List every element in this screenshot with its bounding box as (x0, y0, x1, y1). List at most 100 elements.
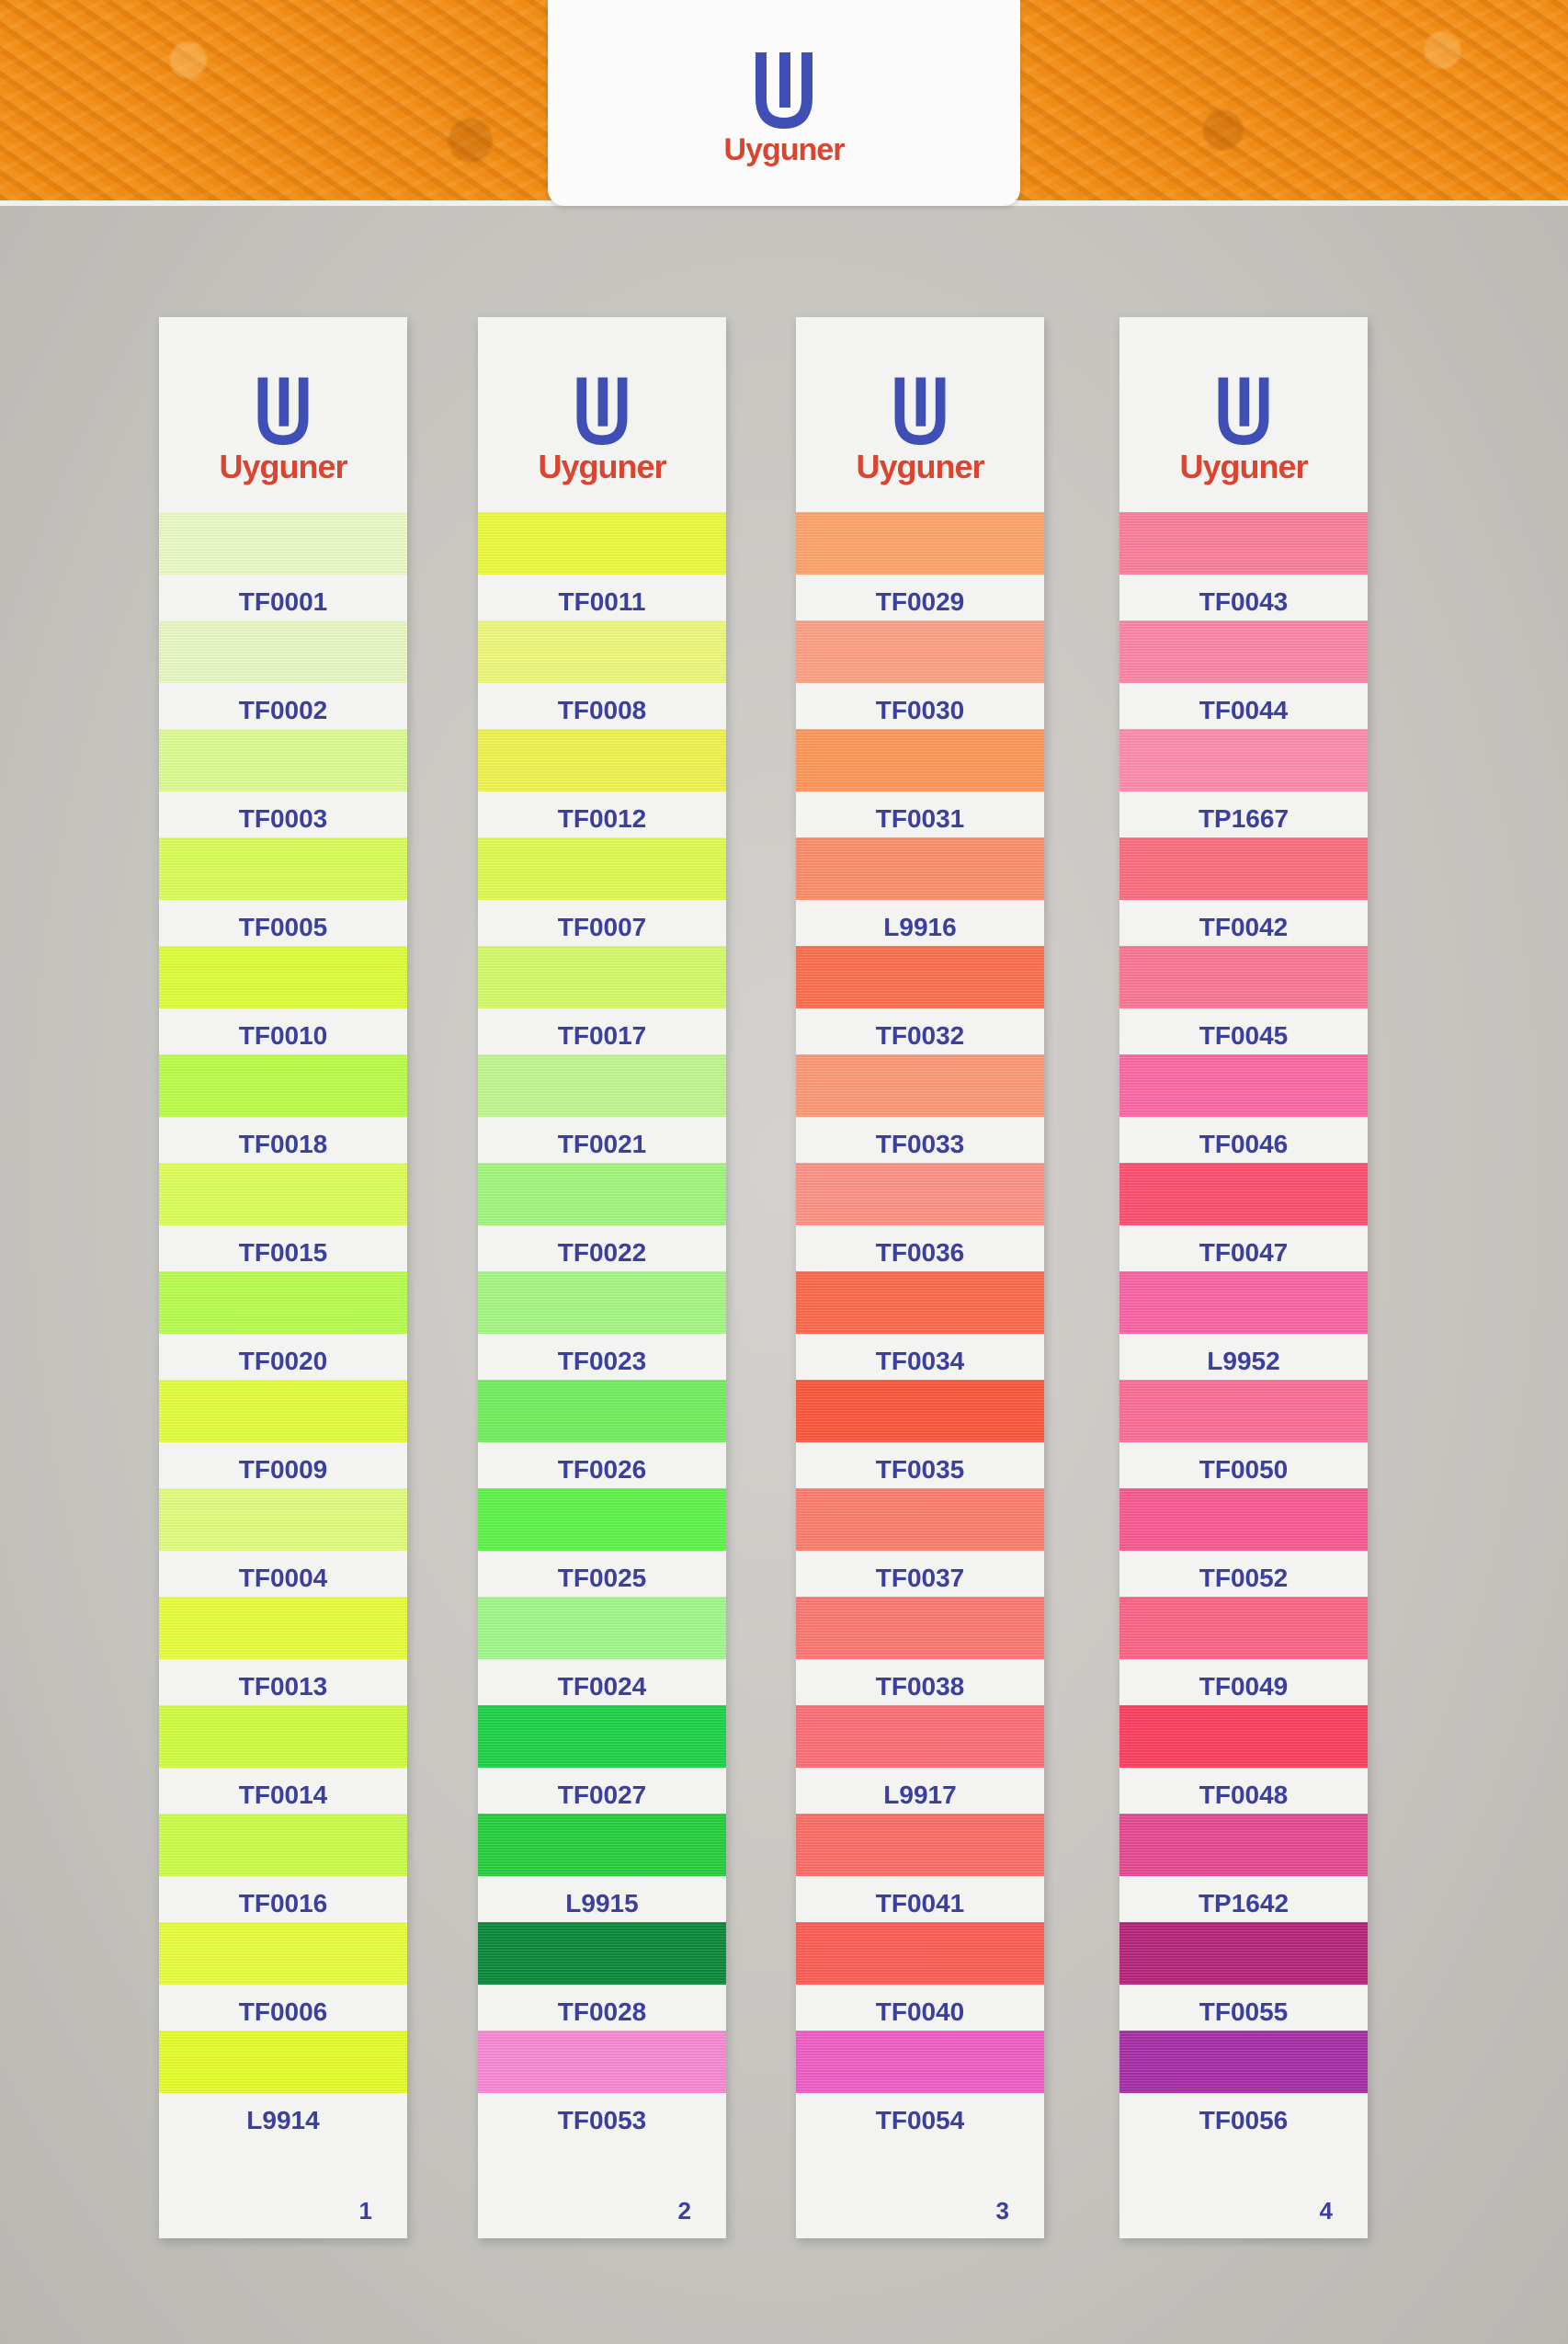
thread-code-label: TF0008 (557, 696, 647, 724)
u-logo-icon (756, 52, 812, 130)
thread-swatch (478, 1488, 726, 1551)
thread-swatch (796, 1488, 1044, 1551)
thread-code-label: TF0035 (875, 1455, 965, 1484)
thread-swatch (796, 1705, 1044, 1768)
thread-code-label: TF0018 (238, 1130, 328, 1158)
thread-code-label: TF0021 (557, 1130, 647, 1158)
thread-code-label: L9916 (883, 913, 957, 941)
u-logo-icon (894, 377, 946, 446)
thread-swatch (1119, 1380, 1368, 1442)
thread-swatch (478, 512, 726, 575)
thread-swatch (1119, 729, 1368, 791)
thread-swatch (478, 946, 726, 1008)
thread-swatch (796, 729, 1044, 791)
card-wordmark: Uyguner (219, 448, 347, 485)
thread-code-label: TF0045 (1199, 1021, 1289, 1050)
thread-code-label: TF0004 (238, 1564, 328, 1592)
thread-code-label: TF0043 (1199, 587, 1289, 616)
thread-code-label: TF0026 (557, 1455, 647, 1484)
thread-code-label: TF0041 (875, 1889, 965, 1917)
u-logo-icon (1218, 377, 1269, 446)
thread-swatch (1119, 1705, 1368, 1768)
thread-code-label: TF0055 (1199, 1997, 1289, 2026)
thread-swatch (478, 1597, 726, 1659)
thread-code-label: TF0005 (238, 913, 328, 941)
thread-code-label: TF0015 (238, 1238, 328, 1267)
thread-swatch (1119, 1814, 1368, 1876)
thread-swatch (159, 729, 407, 791)
thread-swatch (796, 1163, 1044, 1225)
thread-swatch (796, 1271, 1044, 1334)
thread-code-label: TF0009 (238, 1455, 328, 1484)
thread-code-label: TP1667 (1198, 804, 1290, 833)
thread-swatch (478, 1814, 726, 1876)
thread-swatch (796, 512, 1044, 575)
thread-code-label: TF0038 (875, 1672, 965, 1701)
thread-swatch (159, 512, 407, 575)
thread-swatch (1119, 1163, 1368, 1225)
thread-code-label: TF0036 (875, 1238, 965, 1267)
thread-code-label: TF0050 (1199, 1455, 1289, 1484)
thread-swatch (478, 2031, 726, 2093)
thread-code-label: TF0011 (558, 587, 646, 616)
thread-code-label: TF0020 (238, 1347, 328, 1375)
thread-swatch (796, 1814, 1044, 1876)
thread-code-label: TF0046 (1199, 1130, 1289, 1158)
thread-swatch (159, 1380, 407, 1442)
card-wordmark: Uyguner (538, 448, 666, 485)
card-logo: Uyguner (478, 372, 726, 486)
thread-code-label: L9917 (883, 1781, 957, 1809)
thread-code-label: TF0010 (238, 1021, 328, 1050)
thread-code-label: TP1642 (1198, 1889, 1290, 1917)
header-logo: Uyguner (548, 48, 1020, 168)
color-card-4: Uyguner TF0043 TF0044 TP1667 TF0042 TF0045 TF0… (1119, 317, 1368, 2238)
thread-code-label: L9915 (565, 1889, 639, 1917)
thread-swatch (1119, 1922, 1368, 1985)
card-logo: Uyguner (796, 372, 1044, 486)
thread-swatch (796, 837, 1044, 900)
thread-swatch (159, 946, 407, 1008)
thread-swatch (1119, 620, 1368, 683)
card-number: 4 (1319, 2197, 1333, 2225)
thread-swatch (159, 1271, 407, 1334)
thread-swatch (1119, 1054, 1368, 1117)
thread-swatch (159, 2031, 407, 2093)
thread-swatch (1119, 946, 1368, 1008)
thread-code-label: TF0006 (238, 1997, 328, 2026)
thread-swatch (159, 1597, 407, 1659)
thread-swatch (796, 1054, 1044, 1117)
thread-code-label: L9952 (1207, 1347, 1280, 1375)
thread-swatch (1119, 1271, 1368, 1334)
card-wordmark: Uyguner (1179, 448, 1308, 485)
thread-code-label: L9914 (246, 2106, 320, 2134)
thread-code-label: TF0042 (1199, 913, 1289, 941)
brand-wordmark: Uyguner (723, 132, 846, 167)
thread-code-label: TF0002 (238, 696, 328, 724)
thread-code-label: TF0001 (238, 587, 328, 616)
thread-swatch (796, 2031, 1044, 2093)
card-logo: Uyguner (1119, 372, 1368, 486)
color-card-1: Uyguner TF0001 TF0002 TF0003 TF0005 TF0010 TF0… (159, 317, 407, 2238)
card-logo: Uyguner (159, 372, 407, 486)
thread-code-label: TF0056 (1199, 2106, 1289, 2134)
thread-swatch (159, 1922, 407, 1985)
thread-code-label: TF0047 (1199, 1238, 1289, 1267)
thread-swatch (478, 729, 726, 791)
thread-code-label: TF0029 (875, 587, 965, 616)
card-number: 2 (677, 2197, 691, 2225)
thread-code-label: TF0027 (557, 1781, 647, 1809)
thread-code-label: TF0054 (875, 2106, 965, 2134)
thread-swatch (159, 1488, 407, 1551)
thread-code-label: TF0037 (875, 1564, 965, 1592)
thread-code-label: TF0044 (1199, 696, 1289, 724)
card-number: 3 (995, 2197, 1009, 2225)
thread-code-label: TF0007 (557, 913, 647, 941)
thread-code-label: TF0025 (557, 1564, 647, 1592)
color-card-2: Uyguner TF0011 TF0008 TF0012 TF0007 TF0017 TF0… (478, 317, 726, 2238)
thread-code-label: TF0032 (875, 1021, 965, 1050)
card-number: 1 (358, 2197, 372, 2225)
thread-swatch (478, 1380, 726, 1442)
thread-swatch (1119, 837, 1368, 900)
u-logo-icon (576, 377, 628, 446)
thread-code-label: TF0049 (1199, 1672, 1289, 1701)
